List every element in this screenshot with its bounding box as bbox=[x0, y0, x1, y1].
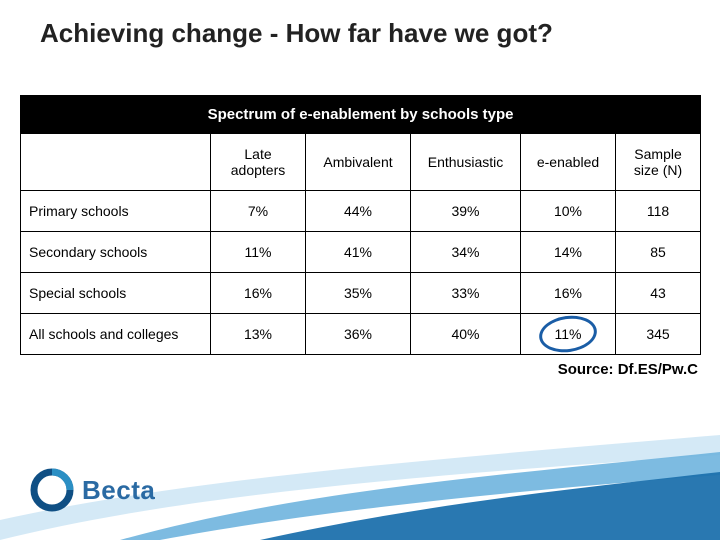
table-cell: 44% bbox=[306, 191, 411, 232]
brand-logo: Becta bbox=[30, 468, 155, 512]
table-cell: 34% bbox=[411, 232, 521, 273]
row-label: Secondary schools bbox=[21, 232, 211, 273]
table-cell: 35% bbox=[306, 273, 411, 314]
table-header: Late adopters bbox=[211, 134, 306, 191]
table-header-row: Late adopters Ambivalent Enthusiastic e-… bbox=[21, 134, 701, 191]
logo-text: Becta bbox=[82, 475, 155, 506]
row-label: All schools and colleges bbox=[21, 314, 211, 355]
data-table-container: Spectrum of e-enablement by schools type… bbox=[20, 95, 700, 355]
table-header: Enthusiastic bbox=[411, 134, 521, 191]
table-row: Special schools16%35%33%16%43 bbox=[21, 273, 701, 314]
table-cell: 85 bbox=[616, 232, 701, 273]
table-header-blank bbox=[21, 134, 211, 191]
table-cell: 39% bbox=[411, 191, 521, 232]
logo-ring-icon bbox=[30, 468, 74, 512]
table-cell: 43 bbox=[616, 273, 701, 314]
table-header: Sample size (N) bbox=[616, 134, 701, 191]
table-cell: 345 bbox=[616, 314, 701, 355]
table-cell: 10% bbox=[521, 191, 616, 232]
table-cell: 11% bbox=[211, 232, 306, 273]
table-header: e-enabled bbox=[521, 134, 616, 191]
source-caption: Source: Df.ES/Pw.C bbox=[558, 361, 698, 378]
table-cell: 7% bbox=[211, 191, 306, 232]
row-label: Special schools bbox=[21, 273, 211, 314]
table-cell: 16% bbox=[521, 273, 616, 314]
data-table: Spectrum of e-enablement by schools type… bbox=[20, 95, 701, 355]
table-cell: 16% bbox=[211, 273, 306, 314]
row-label: Primary schools bbox=[21, 191, 211, 232]
table-row: All schools and colleges13%36%40%11%345 bbox=[21, 314, 701, 355]
table-cell: 33% bbox=[411, 273, 521, 314]
table-header: Ambivalent bbox=[306, 134, 411, 191]
table-cell: 13% bbox=[211, 314, 306, 355]
table-cell: 36% bbox=[306, 314, 411, 355]
table-cell: 41% bbox=[306, 232, 411, 273]
table-cell: 118 bbox=[616, 191, 701, 232]
table-row: Primary schools7%44%39%10%118 bbox=[21, 191, 701, 232]
table-row: Secondary schools11%41%34%14%85 bbox=[21, 232, 701, 273]
table-cell: 11% bbox=[521, 314, 616, 355]
table-cell: 40% bbox=[411, 314, 521, 355]
slide-title: Achieving change - How far have we got? bbox=[40, 18, 680, 49]
table-banner: Spectrum of e-enablement by schools type bbox=[21, 96, 701, 134]
table-cell: 14% bbox=[521, 232, 616, 273]
